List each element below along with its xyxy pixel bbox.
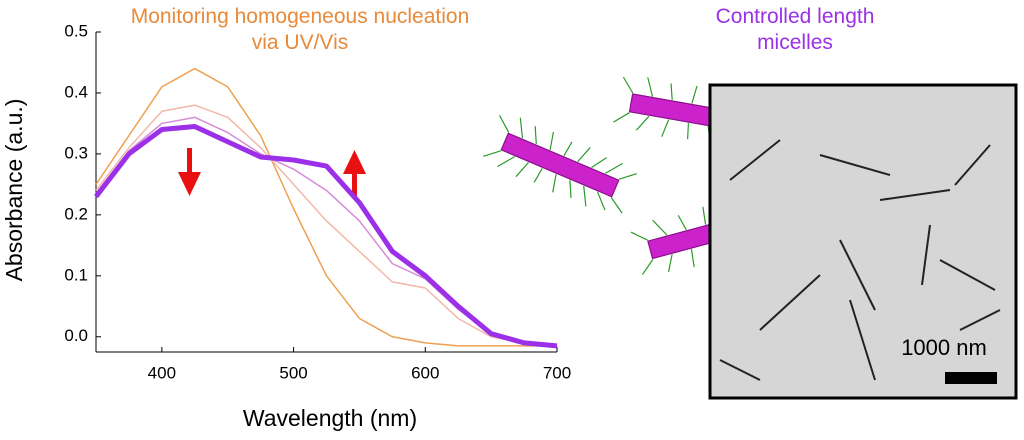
spectrum-line: [95, 67, 557, 347]
y-tick-label: 0.4: [64, 82, 88, 101]
y-axis-label: Absorbance (a.u.): [1, 99, 27, 282]
spectrum-line: [94, 123, 558, 349]
x-tick-label: 600: [411, 363, 439, 382]
x-tick-label: 500: [279, 363, 307, 382]
scale-bar-label: 1000 nm: [901, 335, 987, 360]
y-tick-label: 0.3: [64, 143, 88, 162]
chart-title: Monitoring homogeneous nucleation via UV…: [130, 5, 470, 54]
micelle-label: Controlled length micelles: [715, 5, 875, 54]
x-tick-label: 400: [148, 363, 176, 382]
x-tick-label: 700: [543, 363, 571, 382]
tem-image: [708, 83, 1018, 400]
spectrum-line: [95, 116, 558, 347]
trend-arrows: [178, 148, 366, 198]
y-tick-label: 0.5: [64, 21, 88, 40]
y-tick-label: 0.2: [64, 204, 88, 223]
y-tick-label: 0.0: [64, 326, 88, 345]
y-tick-label: 0.1: [64, 265, 88, 284]
spectrum-line: [95, 104, 558, 347]
x-axis-label: Wavelength (nm): [243, 405, 417, 431]
